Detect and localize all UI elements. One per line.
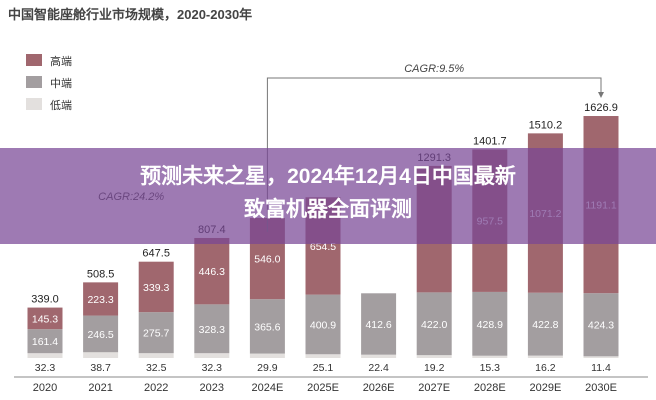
overlay-title-line-1: 预测未来之星，2024年12月4日中国最新: [140, 165, 516, 188]
legend-swatch-2: [26, 98, 42, 110]
label-high-2022: 339.3: [143, 282, 169, 294]
label-low-2027E: 19.2: [424, 362, 445, 374]
legend-label-2: 低端: [50, 99, 72, 112]
label-high-2024E: 546.0: [254, 254, 280, 266]
label-total-2030E: 1626.9: [584, 102, 618, 114]
label-mid-2022: 275.7: [143, 328, 169, 340]
bar-high-2022: [138, 261, 174, 313]
legend-label-1: 中端: [50, 77, 72, 90]
label-low-2024E: 29.9: [257, 362, 278, 374]
tick-label-2028E: 2028E: [474, 382, 506, 394]
label-low-2030E: 11.4: [591, 362, 611, 374]
label-mid-2023: 328.3: [199, 324, 225, 336]
bar-low-2021: [83, 352, 119, 358]
bar-mid-2021: [83, 315, 119, 353]
bar-low-2025E: [305, 354, 341, 358]
label-low-2022: 32.5: [146, 362, 167, 374]
label-mid-2021: 246.5: [87, 329, 113, 341]
bar-low-2022: [138, 353, 174, 358]
label-low-2021: 38.7: [90, 362, 111, 374]
bar-low-2029E: [527, 355, 563, 358]
overlay-banner: [0, 148, 656, 244]
label-low-2025E: 25.1: [313, 362, 334, 374]
cagr-label-2024-2030: CAGR:9.5%: [404, 63, 464, 75]
bar-mid-2025E: [305, 294, 341, 355]
legend-label-0: 高端: [50, 54, 72, 68]
tick-label-2029E: 2029E: [529, 382, 561, 394]
label-mid-2026E: 412.6: [365, 319, 391, 331]
bar-high-2023: [194, 237, 230, 305]
bar-low-2028E: [472, 355, 508, 358]
bar-mid-2027E: [416, 292, 452, 356]
tick-label-2030E: 2030E: [585, 382, 617, 394]
label-low-2020: 32.3: [35, 362, 56, 374]
tick-label-2020: 2020: [33, 382, 57, 394]
bar-mid-2029E: [527, 292, 563, 356]
label-mid-2028E: 428.9: [477, 319, 503, 331]
tick-label-2023: 2023: [200, 382, 224, 394]
label-total-2022: 647.5: [142, 248, 170, 260]
bar-mid-2022: [138, 312, 174, 354]
tick-label-2026E: 2026E: [363, 382, 395, 394]
label-high-2023: 446.3: [199, 266, 225, 278]
label-mid-2020: 161.4: [32, 336, 58, 348]
bar-mid-2030E: [583, 293, 619, 357]
overlay-title: 预测未来之星，2024年12月4日中国最新 致富机器全面评测: [0, 160, 656, 226]
bar-low-2024E: [249, 353, 285, 358]
label-mid-2029E: 422.8: [532, 319, 558, 331]
bar-mid-2020: [27, 329, 63, 354]
bar-mid-2023: [194, 304, 230, 354]
label-low-2026E: 22.4: [368, 362, 389, 374]
label-mid-2024E: 365.6: [254, 321, 280, 333]
bar-low-2027E: [416, 355, 452, 358]
legend-swatch-0: [26, 54, 42, 66]
tick-label-2024E: 2024E: [251, 382, 283, 394]
overlay-title-line-2: 致富机器全面评测: [244, 198, 412, 221]
bar-low-2026E: [361, 354, 397, 358]
label-total-2029E: 1510.2: [529, 119, 563, 131]
label-mid-2027E: 422.0: [421, 319, 447, 331]
label-mid-2030E: 424.3: [588, 320, 614, 332]
bar-mid-2028E: [472, 291, 508, 356]
bar-mid-2026E: [361, 293, 397, 355]
label-mid-2025E: 400.9: [310, 319, 336, 331]
bar-mid-2024E: [249, 299, 285, 354]
label-total-2028E: 1401.7: [473, 135, 507, 147]
bar-high-2021: [83, 282, 119, 316]
label-total-2020: 339.0: [31, 294, 59, 306]
cagr-arrow-2030: [598, 92, 604, 98]
tick-label-2022: 2022: [144, 382, 168, 394]
label-high-2020: 145.3: [32, 313, 58, 325]
bar-low-2020: [27, 353, 63, 358]
tick-label-2025E: 2025E: [307, 382, 339, 394]
bar-low-2023: [194, 353, 230, 358]
tick-label-2027E: 2027E: [418, 382, 450, 394]
bar-high-2020: [27, 307, 63, 330]
legend-swatch-1: [26, 76, 42, 88]
chart-title: 中国智能座舱行业市场规模，2020-2030年: [8, 7, 252, 22]
label-high-2021: 223.3: [87, 294, 113, 306]
tick-label-2021: 2021: [88, 382, 112, 394]
label-total-2021: 508.5: [87, 268, 115, 280]
label-low-2023: 32.3: [202, 362, 223, 374]
label-low-2029E: 16.2: [535, 362, 556, 374]
bar-low-2030E: [583, 356, 619, 358]
label-low-2028E: 15.3: [480, 362, 501, 374]
